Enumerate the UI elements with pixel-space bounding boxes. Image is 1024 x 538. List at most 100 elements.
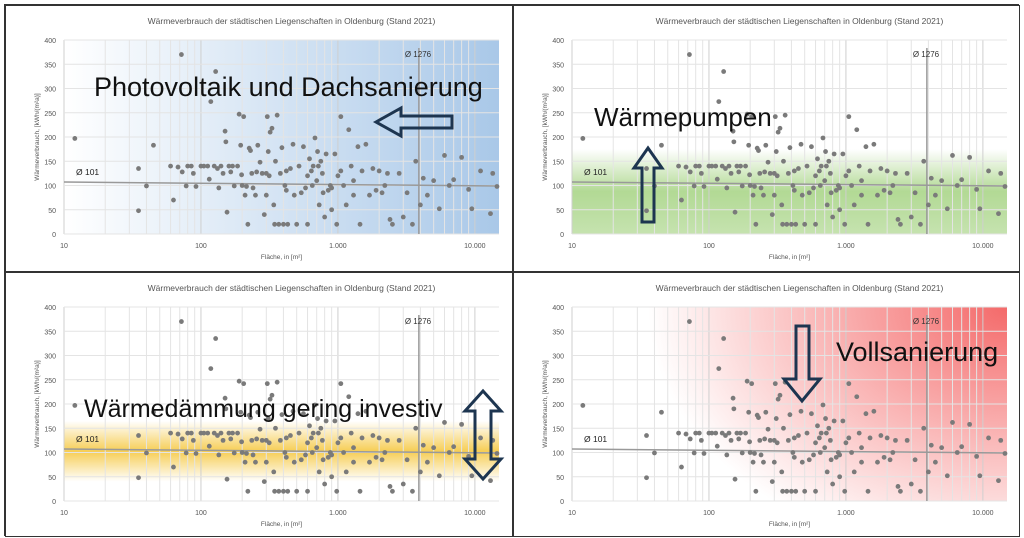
y-tick-label: 250 — [44, 378, 56, 385]
data-point — [276, 488, 282, 494]
data-point — [798, 141, 804, 147]
y-tick-label: 300 — [44, 354, 56, 361]
data-point — [846, 381, 852, 387]
data-point — [224, 209, 230, 215]
data-point — [410, 488, 415, 494]
data-point — [355, 411, 361, 417]
data-point — [772, 114, 778, 120]
data-point — [363, 408, 369, 414]
data-point — [238, 142, 244, 148]
data-point — [758, 185, 764, 191]
data-point — [730, 128, 736, 134]
data-point — [216, 185, 222, 191]
data-point — [390, 221, 395, 227]
data-point — [488, 478, 493, 484]
data-point — [828, 457, 834, 463]
data-point — [228, 436, 234, 442]
data-point — [315, 149, 320, 154]
data-point — [175, 431, 181, 437]
data-point — [201, 430, 207, 436]
data-point — [285, 488, 291, 494]
data-point — [276, 221, 282, 227]
highlight-band — [572, 149, 1007, 234]
data-point — [859, 459, 864, 465]
data-point — [241, 114, 247, 120]
data-point — [950, 420, 955, 425]
data-point — [791, 187, 797, 193]
data-point — [316, 202, 322, 208]
data-point — [488, 211, 493, 217]
data-point — [238, 409, 244, 415]
data-point — [218, 163, 224, 169]
y-tick-label: 350 — [44, 62, 56, 69]
data-point — [798, 408, 804, 414]
x-axis-label: Fläche, in [m²] — [769, 254, 810, 261]
data-point — [325, 454, 331, 460]
data-point — [731, 139, 737, 145]
data-point — [231, 183, 237, 189]
data-point — [787, 145, 793, 151]
data-point — [837, 207, 843, 213]
average-x-label: Ø 1276 — [913, 50, 940, 59]
data-point — [851, 469, 857, 475]
data-point — [208, 366, 214, 371]
data-point — [893, 437, 898, 443]
data-point — [771, 170, 777, 176]
data-point — [442, 420, 447, 425]
data-point — [1002, 451, 1008, 456]
data-point — [830, 214, 836, 220]
data-point — [998, 170, 1004, 176]
data-point — [396, 437, 402, 443]
data-point — [831, 418, 837, 424]
data-point — [341, 183, 346, 188]
data-point — [793, 221, 799, 227]
data-point — [767, 437, 773, 443]
data-point — [840, 418, 846, 424]
data-point — [420, 175, 426, 181]
data-point — [753, 488, 759, 494]
data-point — [446, 450, 452, 455]
data-point — [771, 459, 777, 465]
data-point — [739, 450, 745, 456]
data-point — [898, 488, 903, 494]
data-point — [248, 415, 253, 420]
data-point — [151, 142, 156, 148]
data-point — [239, 439, 244, 445]
data-point — [939, 178, 945, 184]
data-point — [309, 183, 315, 188]
data-point — [136, 433, 141, 438]
data-point — [928, 175, 934, 181]
data-point — [787, 412, 793, 418]
x-tick-label: 1.000 — [837, 243, 855, 250]
data-point — [179, 319, 184, 324]
data-point — [226, 430, 232, 436]
data-point — [305, 488, 310, 494]
data-point — [185, 163, 191, 169]
x-tick-label: 10.000 — [972, 243, 994, 250]
data-point — [818, 163, 824, 169]
data-point — [334, 488, 340, 494]
data-point — [998, 437, 1004, 443]
data-point — [856, 163, 862, 169]
data-point — [338, 168, 344, 174]
data-point — [417, 202, 423, 208]
data-point — [796, 433, 801, 438]
data-point — [784, 221, 790, 227]
data-point — [446, 183, 452, 188]
average-x-label: Ø 1276 — [405, 50, 432, 59]
chart-title: Wärmeverbrauch der städtischen Liegensch… — [656, 283, 944, 293]
data-point — [806, 457, 812, 463]
data-point — [431, 445, 437, 451]
data-point — [842, 221, 848, 227]
data-point — [781, 425, 786, 431]
data-point — [271, 202, 277, 208]
data-point — [846, 435, 852, 441]
data-point — [373, 187, 379, 193]
data-point — [691, 183, 697, 189]
data-point — [179, 52, 184, 57]
data-point — [815, 423, 820, 429]
data-point — [763, 142, 769, 148]
data-point — [351, 192, 356, 198]
data-point — [469, 206, 475, 212]
average-y-label: Ø 101 — [76, 167, 99, 177]
